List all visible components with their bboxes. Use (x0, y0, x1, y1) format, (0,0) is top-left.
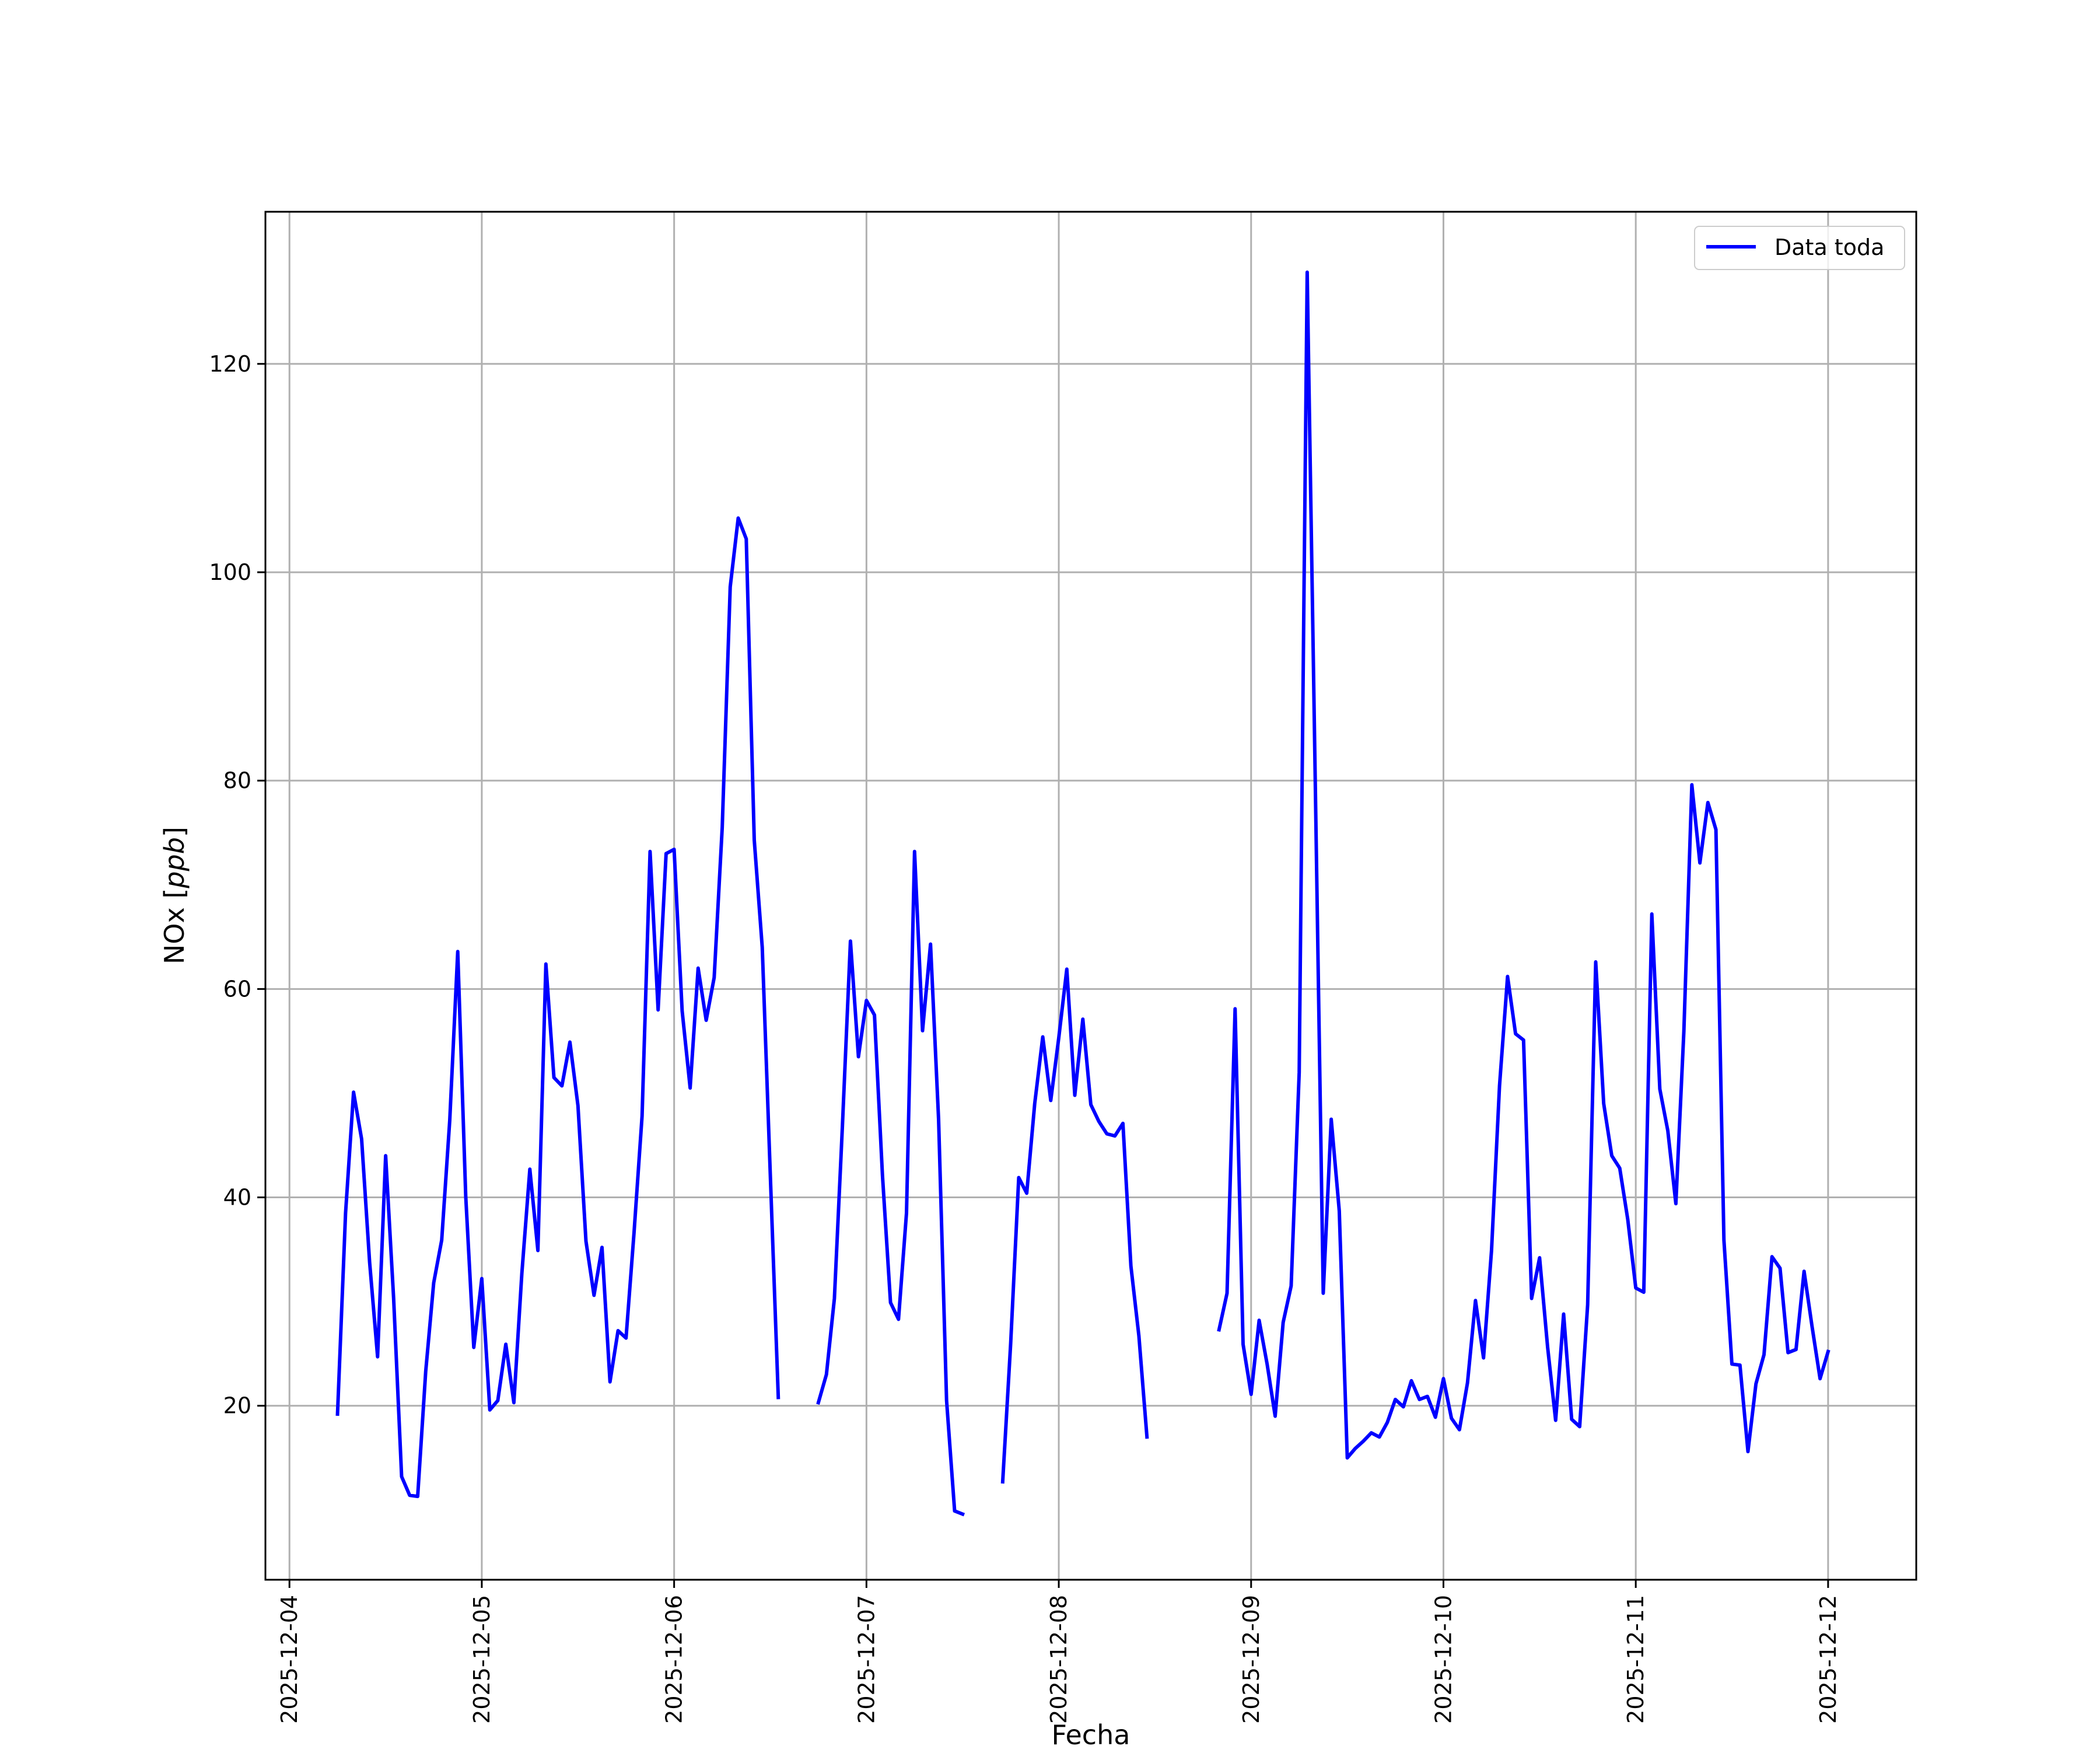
grid-layer (265, 212, 1916, 1580)
y-tick-label: 80 (223, 768, 251, 793)
y-tick-label: 120 (209, 351, 251, 377)
y-axis-label-unit: ppb (159, 837, 190, 889)
x-tick-label: 2025-12-04 (276, 1595, 302, 1724)
y-axis: 20 40 60 80 100 120 (209, 351, 265, 1419)
x-tick-label: 2025-12-06 (662, 1595, 687, 1724)
series-line-data-toda (1000, 967, 1149, 1484)
series-line-data-toda (816, 849, 965, 1517)
x-tick-label: 2025-12-10 (1430, 1595, 1456, 1724)
x-tick-label: 2025-12-08 (1046, 1595, 1072, 1724)
series-line-data-toda (335, 516, 780, 1499)
x-tick-label: 2025-12-12 (1815, 1595, 1841, 1724)
y-tick-label: 40 (223, 1185, 251, 1210)
line-layer (335, 270, 1831, 1517)
series-line-data-toda (1217, 270, 1831, 1460)
x-axis-label: Fecha (1052, 1719, 1130, 1750)
plot-frame (264, 211, 1917, 1581)
x-tick-label: 2025-12-11 (1623, 1595, 1648, 1724)
x-tick-label: 2025-12-05 (469, 1595, 495, 1724)
y-tick-label: 20 (223, 1393, 251, 1419)
x-axis: 2025-12-04 2025-12-05 2025-12-06 2025-12-07… (276, 1580, 1841, 1724)
y-tick-label: 100 (209, 559, 251, 585)
y-axis-label-close: ] (159, 827, 190, 837)
legend-label: Data toda (1774, 235, 1884, 260)
legend-box (1694, 226, 1905, 270)
y-tick-label: 60 (223, 976, 251, 1002)
x-tick-label: 2025-12-07 (853, 1595, 879, 1724)
y-axis-label: NOx [ppb] (159, 827, 190, 964)
legend: Data toda (1694, 226, 1905, 270)
x-tick-label: 2025-12-09 (1238, 1595, 1264, 1724)
y-axis-label-text: NOx [ (159, 888, 190, 964)
